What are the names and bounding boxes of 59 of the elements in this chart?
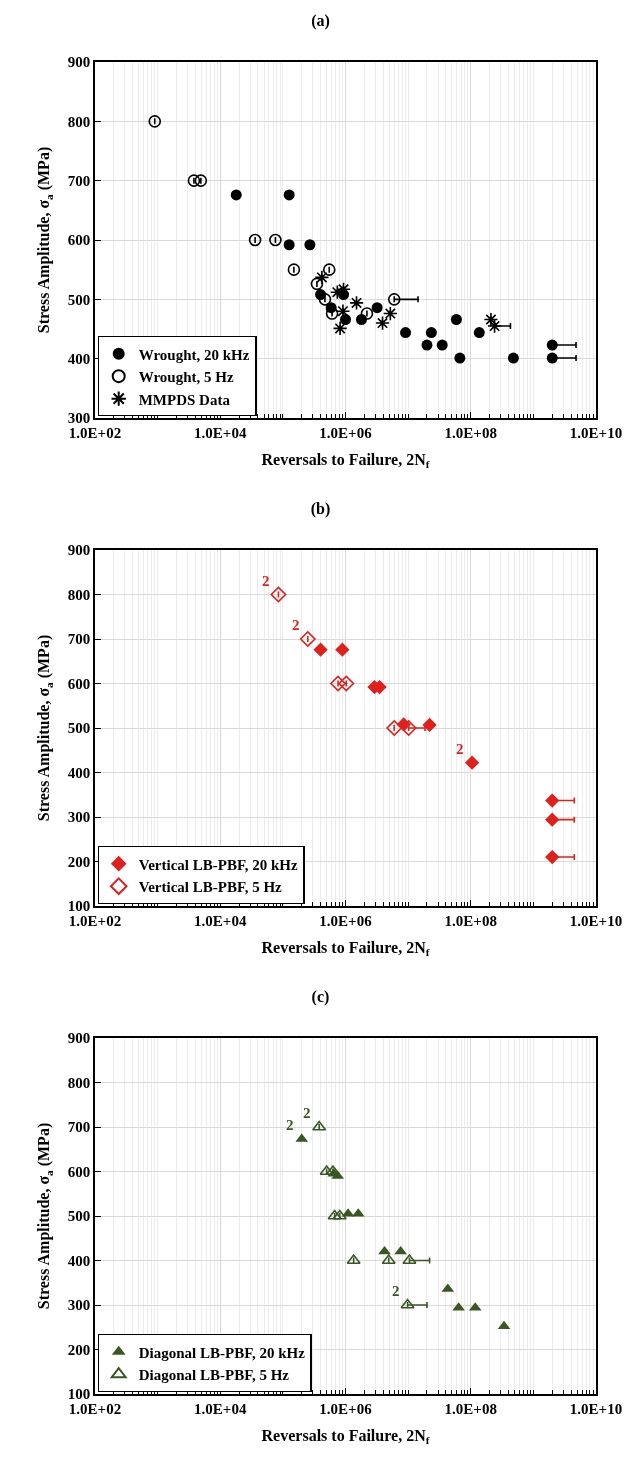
y-tick-label: 700 — [67, 631, 91, 648]
legend-label: MMPDS Data — [138, 391, 231, 408]
x-tick-label: 1.0E+04 — [194, 912, 247, 929]
x-tick-label: 1.0E+06 — [319, 424, 373, 441]
x-tick-label: 1.0E+08 — [444, 1400, 497, 1417]
x-tick-label: 1.0E+06 — [319, 912, 373, 929]
y-tick-label: 900 — [67, 54, 91, 71]
y-tick-label: 600 — [67, 1163, 91, 1180]
legend-label: Wrought, 5 Hz — [138, 369, 234, 386]
legend-label: Diagonal LB-PBF, 20 kHz — [138, 1344, 306, 1361]
x-tick-label: 1.0E+10 — [569, 1400, 623, 1417]
legend-label: Vertical LB-PBF, 20 kHz — [138, 856, 298, 873]
y-tick-label: 900 — [67, 1030, 91, 1047]
y-tick-label: 600 — [67, 232, 91, 249]
x-tick-label: 1.0E+02 — [68, 912, 122, 929]
y-tick-label: 400 — [67, 764, 91, 781]
y-tick-label: 400 — [67, 350, 91, 367]
y-tick-label: 600 — [67, 675, 91, 692]
annotation: 2 — [262, 573, 270, 589]
y-tick-label: 900 — [67, 542, 91, 559]
y-tick-label: 800 — [67, 1074, 91, 1091]
x-tick-label: 1.0E+08 — [444, 912, 497, 929]
y-tick-label: 500 — [67, 1208, 91, 1225]
y-tick-label: 300 — [67, 1297, 91, 1314]
x-axis-title: Reversals to Failure, 2N$_{f}$ — [261, 938, 430, 959]
annotation: 2 — [456, 741, 464, 757]
y-tick-label: 700 — [67, 172, 91, 189]
x-tick-label: 1.0E+06 — [319, 1400, 373, 1417]
legend-label: Vertical LB-PBF, 5 Hz — [138, 879, 283, 896]
x-axis-title: Reversals to Failure, 2N$_{f}$ — [261, 450, 430, 471]
y-tick-label: 200 — [67, 853, 91, 870]
annotation: 2 — [392, 1283, 400, 1299]
y-tick-label: 100 — [67, 898, 91, 915]
y-tick-label: 500 — [67, 720, 91, 737]
x-tick-label: 1.0E+04 — [194, 1400, 247, 1417]
x-tick-label: 1.0E+10 — [569, 424, 623, 441]
annotation: 2 — [292, 617, 300, 633]
x-tick-label: 1.0E+10 — [569, 912, 623, 929]
legend-label: Diagonal LB-PBF, 5 Hz — [138, 1367, 290, 1384]
chart-title: (b) — [310, 499, 331, 518]
legend-label: Wrought, 20 kHz — [138, 346, 250, 363]
y-tick-label: 700 — [67, 1119, 91, 1136]
x-tick-label: 1.0E+02 — [68, 424, 122, 441]
y-tick-label: 300 — [67, 410, 91, 427]
y-tick-label: 200 — [67, 1341, 91, 1358]
x-tick-label: 1.0E+08 — [444, 424, 497, 441]
annotation: 2 — [286, 1117, 294, 1133]
y-tick-label: 800 — [67, 586, 91, 603]
y-tick-label: 800 — [67, 113, 91, 130]
y-tick-label: 500 — [67, 291, 91, 308]
x-tick-label: 1.0E+04 — [194, 424, 247, 441]
x-tick-label: 1.0E+02 — [68, 1400, 122, 1417]
x-axis-title: Reversals to Failure, 2N$_{f}$ — [261, 1426, 430, 1447]
y-tick-label: 300 — [67, 809, 91, 826]
annotation: 2 — [303, 1105, 311, 1121]
y-tick-label: 400 — [67, 1252, 91, 1269]
chart-title: (c) — [311, 987, 330, 1006]
chart-title: (a) — [311, 11, 330, 30]
y-tick-label: 100 — [67, 1386, 91, 1403]
